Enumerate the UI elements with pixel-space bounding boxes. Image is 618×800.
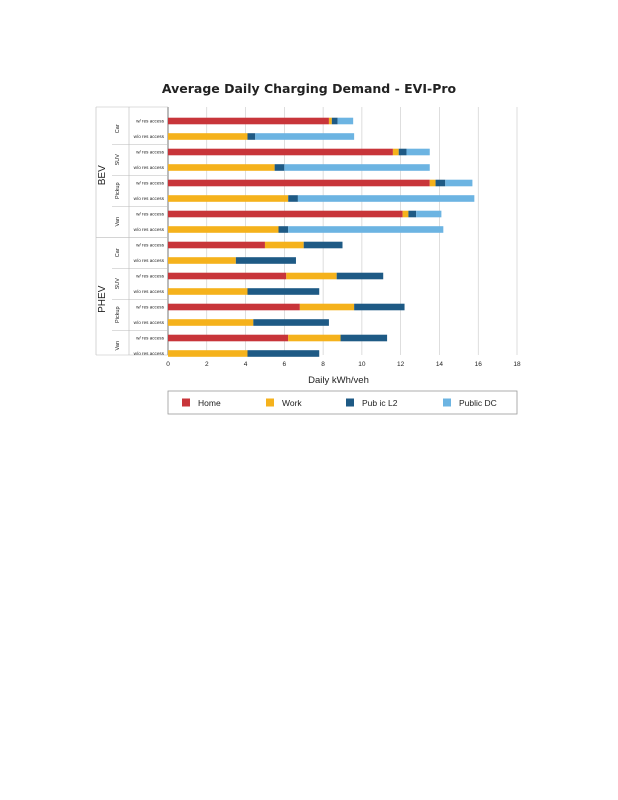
group-label: BEV [97,165,108,185]
x-axis-label: Daily kWh/veh [308,375,369,386]
legend-label: Public DC [459,398,497,408]
chart-title: Average Daily Charging Demand - EVI-Pro [162,81,457,96]
row-label: w/ res access [136,181,165,186]
bar-segment-public-dc [416,210,442,218]
bar-segment-pub-ic-l2 [274,164,285,171]
row-label: w/o res access [134,227,165,232]
bar-segment-home [168,210,403,218]
bar-segment-pub-ic-l2 [288,195,298,202]
bar-segment-home [168,179,430,187]
plot-area: 0 2 4 6 8 10 12 14 16 18 Daily kWh/veh Car SUV Pickup… [95,106,521,386]
group-label: PHEV [97,285,108,313]
legend-label: Pub ic L2 [362,398,398,408]
bar-segment-pub-ic-l2 [247,133,256,140]
legend-label: Work [282,398,302,408]
legend-box [167,390,518,415]
x-tick-label: 8 [321,361,325,368]
bar-segment-pub-ic-l2 [278,226,289,233]
bar-segment-home [168,303,300,311]
bar-segment-pub-ic-l2 [247,350,320,357]
vehicle-label: Car [115,248,121,257]
x-tick-label: 10 [358,361,366,368]
x-tick-label: 6 [283,361,287,368]
legend-swatch [346,398,354,407]
bar-segment-work [264,241,304,249]
bar-segment-home [168,241,265,249]
bar-segment-pub-ic-l2 [435,179,446,187]
vehicle-label: Pickup [115,306,121,323]
vehicle-label: SUV [115,154,121,166]
bar-segment-public-dc [445,179,473,187]
legend-swatch [266,398,274,407]
legend: Home Work Pub ic L2 Public DC [167,390,518,415]
vehicle-label: SUV [115,278,121,290]
row-label: w/o res access [134,320,165,325]
bar-segment-public-dc [337,117,354,125]
bar-segment-work [299,303,355,311]
legend-label: Home [198,398,221,408]
bar-segment-work [392,148,399,156]
bar-segment-home [168,117,329,125]
bar-segment-work [168,195,289,202]
row-label: w/ res access [136,305,165,310]
bar-segment-public-dc [297,195,475,202]
bar-segment-work [429,179,436,187]
row-label: w/o res access [134,351,165,356]
bar-segment-work [168,288,248,295]
vehicle-label: Van [115,341,121,350]
vehicle-label: Pickup [115,182,121,199]
bar-segment-pub-ic-l2 [354,303,405,311]
bar-segment-public-dc [284,164,430,171]
bar-segment-pub-ic-l2 [336,272,384,280]
bar-segment-pub-ic-l2 [303,241,343,249]
bar-segment-work [288,334,341,342]
bar-segment-work [168,319,254,326]
bar-segment-work [168,257,236,264]
row-label: w/ res access [136,119,165,124]
row-label: w/o res access [134,258,165,263]
bar-segment-pub-ic-l2 [253,319,329,326]
bar-segment-home [168,272,287,280]
bar-segment-home [168,148,393,156]
bar-segment-work [168,350,248,357]
x-tick-label: 0 [166,361,170,368]
vehicle-label: Van [115,217,121,226]
legend-swatch [182,398,190,407]
bar-segment-pub-ic-l2 [340,334,388,342]
bar-segment-home [168,334,289,342]
bar-segment-pub-ic-l2 [331,117,338,125]
bar-segment-work [286,272,337,280]
row-label: w/ res access [136,150,165,155]
bar-segment-public-dc [406,148,430,156]
bar-segment-pub-ic-l2 [408,210,417,218]
row-label: w/ res access [136,243,165,248]
bar-segment-work [168,164,275,171]
row-label: w/o res access [134,196,165,201]
bar-segment-pub-ic-l2 [235,257,296,264]
bar-segment-public-dc [255,133,355,140]
bar-segment-work [402,210,409,218]
x-tick-label: 2 [205,361,209,368]
bar-segment-pub-ic-l2 [398,148,407,156]
legend-swatch [443,398,451,407]
x-tick-label: 18 [513,361,521,368]
bar-segment-work [168,133,248,140]
row-label: w/ res access [136,212,165,217]
row-label: w/o res access [134,165,165,170]
bar-segment-pub-ic-l2 [247,288,320,295]
row-label: w/ res access [136,336,165,341]
x-tick-label: 12 [397,361,405,368]
x-tick-label: 16 [475,361,483,368]
row-label: w/o res access [134,134,165,139]
bar-segment-work [168,226,279,233]
x-tick-label: 14 [436,361,444,368]
bar-segment-work [328,117,332,125]
x-tick-label: 4 [244,361,248,368]
vehicle-label: Car [115,124,121,133]
row-label: w/ res access [136,274,165,279]
row-label: w/o res access [134,289,165,294]
bar-segment-public-dc [288,226,444,233]
